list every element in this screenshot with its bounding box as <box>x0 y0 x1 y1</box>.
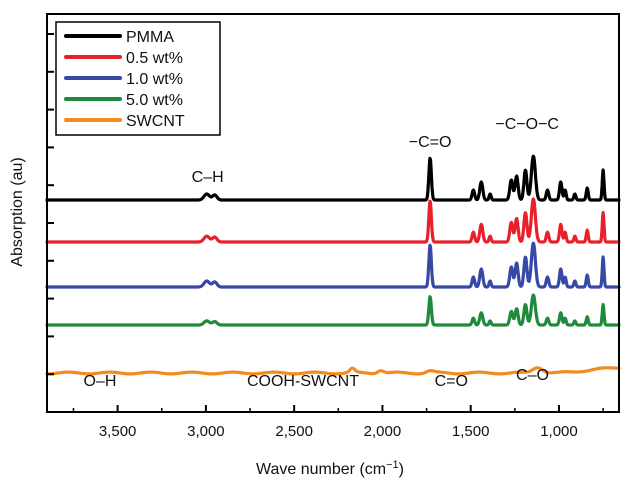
x-tick-label: 3,500 <box>99 423 137 440</box>
y-axis-title: Absorption (au) <box>9 157 26 266</box>
x-tick-label: 3,000 <box>187 423 225 440</box>
x-tick-label: 2,000 <box>364 423 402 440</box>
series-group <box>45 154 621 376</box>
legend: PMMA 0.5 wt% 1.0 wt% 5.0 wt% SWCNT <box>55 21 221 136</box>
series-line-4 <box>45 293 621 327</box>
annotation-label: O–H <box>84 373 117 390</box>
x-axis-title: Wave number (cm−1) <box>256 459 404 478</box>
legend-label: 1.0 wt% <box>126 71 183 88</box>
annotations-group: C–H −C=O −C−O−C O–H COOH-SWCNT C=O C–O <box>84 116 559 390</box>
annotation-label: COOH-SWCNT <box>247 373 359 390</box>
legend-label: SWCNT <box>126 113 185 130</box>
annotation-label: −C−O−C <box>495 116 559 133</box>
series-line-3 <box>45 241 621 289</box>
series-line-2 <box>45 197 621 244</box>
legend-label: 0.5 wt% <box>126 50 183 67</box>
annotation-label: C–O <box>516 367 549 384</box>
x-tick-label: 1,500 <box>452 423 490 440</box>
axes: 3,500 3,000 2,500 2,000 1,500 1,000 <box>46 13 620 440</box>
plot-frame <box>46 13 620 413</box>
annotation-label: C=O <box>435 373 468 390</box>
x-tick-label: 1,000 <box>540 423 578 440</box>
series-line-1 <box>45 154 621 202</box>
annotation-label: C–H <box>192 169 224 186</box>
legend-label: 5.0 wt% <box>126 92 183 109</box>
annotation-label: −C=O <box>409 134 452 151</box>
legend-label: PMMA <box>126 29 174 46</box>
series-line-5 <box>45 366 621 376</box>
x-tick-label: 2,500 <box>275 423 313 440</box>
